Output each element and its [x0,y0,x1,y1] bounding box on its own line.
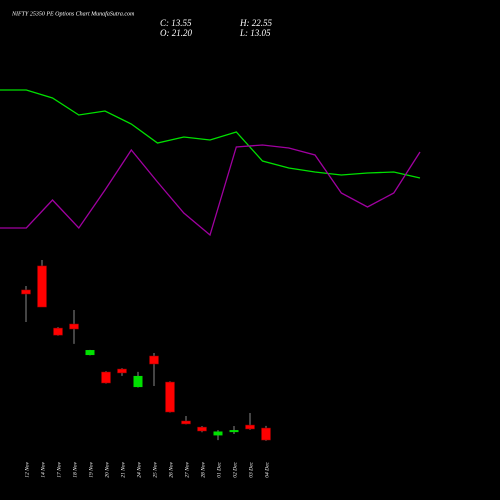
candle-body [21,289,31,295]
candle-body [213,431,223,436]
candle-body [117,368,127,374]
candle-body [101,371,111,384]
candle-body [149,355,159,365]
x-tick-label: 24 Nov [135,461,142,477]
candle-body [69,323,79,330]
x-tick-label: 01 Dec [216,461,222,477]
candle-body [133,375,143,388]
x-tick-label: 28 Nov [200,461,206,477]
x-tick-label: 03 Dec [248,461,254,477]
indicator-line [0,144,421,237]
x-tick-label: 04 Dec [263,461,270,477]
candle-body [165,381,175,413]
indicator-line [0,89,421,179]
chart-title: NIFTY 25350 PE Options Chart MunafaSutra… [11,10,135,17]
x-tick-label: 21 Nov [120,461,126,477]
candle-body [261,427,271,441]
x-tick-label: 19 Nov [88,461,94,477]
x-tick-label: 25 Nov [152,461,158,477]
info-open: O: 21.20 [160,28,192,38]
candle-body [85,350,95,356]
info-high: H: 22.55 [239,18,272,28]
candle-body [37,265,47,308]
x-tick-label: 17 Nov [56,461,62,477]
x-tick-label: 18 Nov [72,461,78,477]
candle-body [245,424,255,430]
candle-body [197,426,207,432]
x-tick-label: 02 Dec [232,461,238,477]
x-tick-label: 27 Nov [184,461,190,477]
candle-body [181,420,191,425]
x-tick-label: 12 Nov [24,461,30,477]
info-low: L: 13.05 [239,28,271,38]
x-tick-label: 26 Nov [168,461,174,477]
info-close: C: 13.55 [160,18,192,28]
candle-body [229,430,239,433]
candle-body [53,327,63,336]
x-tick-label: 20 Nov [104,461,110,477]
x-tick-label: 14 Nov [39,461,46,477]
